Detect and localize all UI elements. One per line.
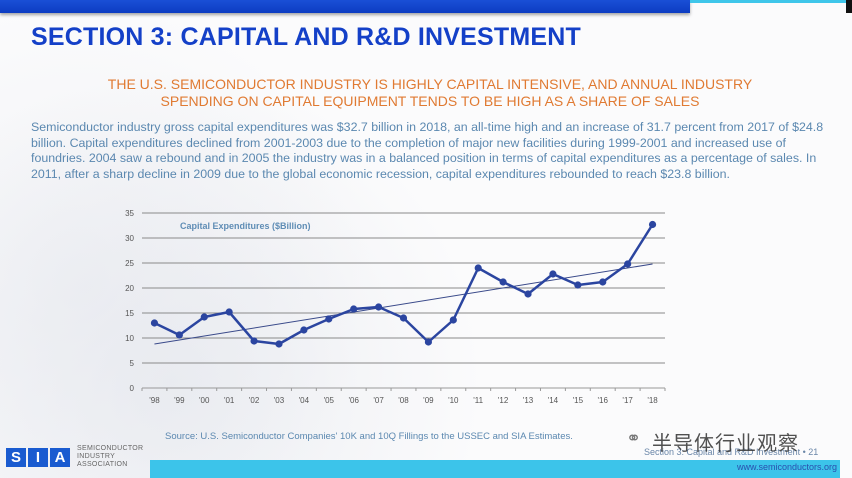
slide-edge xyxy=(846,0,852,13)
x-tick-label: '18 xyxy=(647,396,658,405)
y-tick-label: 5 xyxy=(130,359,135,368)
x-tick-label: '01 xyxy=(224,396,235,405)
y-tick-label: 25 xyxy=(125,259,134,268)
x-axis-labels: '98 '99 '00 '01 '02 '03 '04 '05 '06 '07 '08 '09 '10 '… xyxy=(149,396,658,405)
x-tick-label: '99 xyxy=(174,396,185,405)
data-point xyxy=(399,314,408,322)
logo-line-1: SEMICONDUCTOR xyxy=(77,445,144,452)
data-point xyxy=(574,281,582,289)
subtitle-line-1: THE U.S. SEMICONDUCTOR INDUSTRY IS HIGHL… xyxy=(107,76,753,92)
data-point xyxy=(175,331,183,339)
x-tick-label: '04 xyxy=(299,396,310,405)
subtitle-line-2: SPENDING ON CAPITAL EQUIPMENT TENDS TO B… xyxy=(160,93,700,109)
logo-wordmark: SEMICONDUCTOR INDUSTRY ASSOCIATION xyxy=(77,445,143,469)
trendline xyxy=(154,263,653,345)
sia-logo: S I A SEMICONDUCTOR INDUSTRY ASSOCIATION xyxy=(6,445,143,469)
slide-title: SECTION 3: CAPITAL AND R&D INVESTMENT xyxy=(31,23,582,51)
x-tick-label: '14 xyxy=(548,396,559,405)
data-point xyxy=(225,308,233,316)
data-point xyxy=(150,319,159,327)
x-tick-label: '11 xyxy=(473,396,483,405)
y-tick-label: 35 xyxy=(125,209,134,218)
x-tick-label: '08 xyxy=(398,396,409,405)
data-point xyxy=(624,260,632,268)
x-tick-label: '02 xyxy=(249,396,260,405)
x-tick-label: '03 xyxy=(274,396,285,405)
trendline-line xyxy=(154,263,653,345)
body-paragraph: Semiconductor industry gross capital exp… xyxy=(31,120,824,181)
x-tick-label: '00 xyxy=(199,396,210,405)
footer-band xyxy=(150,460,840,478)
x-tick-label: '15 xyxy=(573,396,584,405)
y-tick-label: 30 xyxy=(125,234,134,243)
data-point xyxy=(275,340,283,348)
x-tick-label: '10 xyxy=(448,396,459,405)
data-point xyxy=(449,316,457,324)
data-point xyxy=(499,278,507,286)
chart-gridlines xyxy=(142,212,665,364)
logo-line-2: INDUSTRY xyxy=(77,453,116,460)
x-tick-label: '17 xyxy=(622,396,633,405)
data-point xyxy=(374,303,383,311)
x-tick-label: '12 xyxy=(498,396,509,405)
data-point xyxy=(250,337,258,345)
logo-letter-s: S xyxy=(6,447,26,467)
x-tick-label: '13 xyxy=(523,396,534,405)
x-tick-label: '09 xyxy=(423,396,434,405)
x-tick-label: '07 xyxy=(373,396,384,405)
data-point xyxy=(424,338,433,346)
data-point xyxy=(300,326,308,334)
logo-line-3: ASSOCIATION xyxy=(77,461,128,468)
watermark: 半导体行业观察 xyxy=(652,431,799,455)
data-point xyxy=(648,220,657,229)
data-point xyxy=(350,305,358,313)
x-tick-label: '16 xyxy=(598,396,609,405)
footer-url[interactable]: www.semiconductors.org xyxy=(737,462,838,472)
y-tick-label: 20 xyxy=(125,284,134,293)
slide-subtitle: THE U.S. SEMICONDUCTOR INDUSTRY IS HIGHL… xyxy=(60,76,800,110)
data-point xyxy=(474,264,482,272)
header-accent-bar xyxy=(690,0,846,3)
logo-letter-a: A xyxy=(50,447,70,467)
x-tick-label: '06 xyxy=(348,396,359,405)
source-note: Source: U.S. Semiconductor Companies' 10… xyxy=(165,431,573,442)
chart-title: Capital Expenditures ($Billion) xyxy=(180,221,311,231)
data-point xyxy=(200,313,208,321)
y-tick-label: 10 xyxy=(125,334,134,343)
y-tick-label: 15 xyxy=(125,309,134,318)
wechat-icon: ⚭ xyxy=(626,428,642,448)
x-axis xyxy=(141,387,666,391)
x-tick-label: '98 xyxy=(149,396,160,405)
data-point xyxy=(599,278,607,286)
x-tick-label: '05 xyxy=(324,396,335,405)
data-point xyxy=(524,290,532,298)
data-point xyxy=(549,270,557,278)
y-tick-label: 0 xyxy=(130,384,135,393)
logo-letter-i: I xyxy=(28,447,48,467)
y-axis-ticks: 0 5 10 15 20 25 30 35 xyxy=(125,209,134,393)
header-bar xyxy=(0,0,690,13)
data-point xyxy=(325,315,333,323)
capex-series xyxy=(150,220,657,348)
footer-section-label: Section 3: Capital and R&D Investment • … xyxy=(644,447,819,457)
